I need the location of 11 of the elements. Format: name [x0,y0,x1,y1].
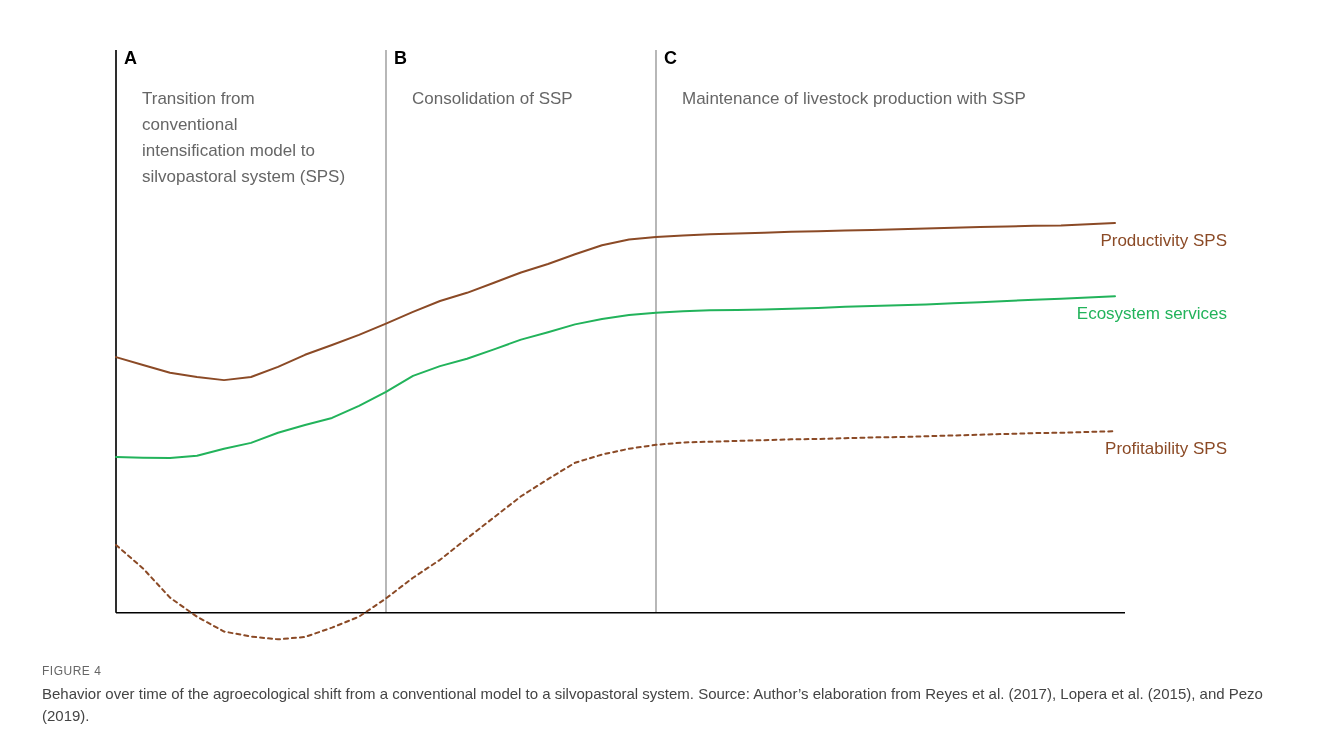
text: A [124,47,137,68]
text: B [394,47,407,68]
text: C [664,47,677,68]
series-label: Productivity SPS [1100,231,1227,251]
text: Consolidation of SSP [412,88,573,108]
series-label: Ecosystem services [1076,304,1227,324]
text: Maintenance of livestock production with SSP [682,88,1026,108]
text: Transition from conventional intensification model to silvopastoral system (SPS) [142,88,346,186]
text: Behavior over time of the agroecological shift from a conventional model to a silvopastoral system. Source: Author’s elaboration from Reyes et al. (2017), Lopera et al. (2015), and Pezo (2019). [42,684,1264,726]
text: FIGURE 4 [42,664,102,678]
series-label: Profitability SPS [1105,439,1227,459]
